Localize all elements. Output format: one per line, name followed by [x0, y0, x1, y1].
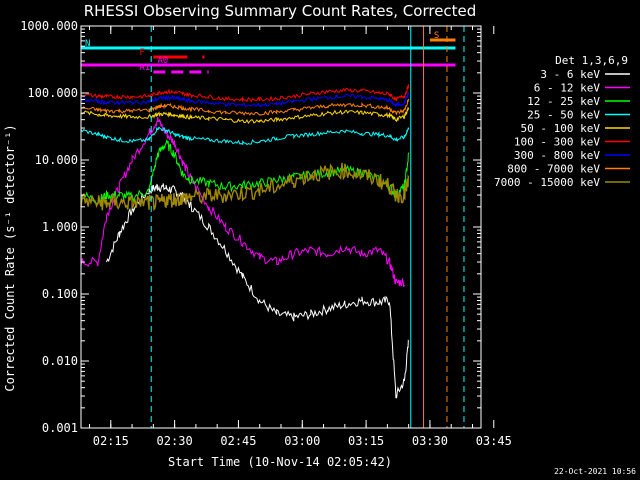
y-tick-label: 100.000: [27, 86, 78, 100]
flag-label-3: S: [434, 31, 439, 41]
flag-label-1: F: [139, 48, 144, 58]
y-tick-label: 0.001: [42, 421, 78, 435]
x-tick-label: 03:15: [348, 434, 384, 448]
legend-label: 300 - 800 keV: [514, 149, 600, 162]
legend-title: Det 1,3,6,9: [555, 54, 628, 67]
series-line-7: [80, 92, 410, 108]
series-line-5: [80, 106, 410, 124]
flag-bars: N F S A0 A1: [81, 31, 456, 74]
legend-label: 50 - 100 keV: [521, 122, 601, 135]
y-tick-label: 1000.000: [20, 19, 78, 33]
series-line-6: [80, 84, 410, 103]
series-line-2: [80, 116, 405, 288]
x-axis-label: Start Time (10-Nov-14 02:05:42): [168, 455, 392, 469]
x-tick-label: 02:30: [157, 434, 193, 448]
series-line-4: [80, 126, 410, 146]
legend-label: 6 - 12 keV: [534, 82, 601, 95]
timestamp: 22-Oct-2021 10:56: [554, 467, 636, 476]
flag-label-5: A1: [139, 63, 150, 73]
legend-label: 100 - 300 keV: [514, 136, 600, 149]
legend-label: 800 - 7000 keV: [507, 163, 600, 176]
series-line-1: [106, 183, 410, 399]
legend-label: 7000 - 15000 keV: [494, 176, 600, 189]
vertical-markers: [150, 26, 465, 428]
series-line-8: [81, 98, 410, 117]
x-tick-label: 03:45: [476, 434, 512, 448]
y-axis-label: Corrected Count Rate (s⁻¹ detector⁻¹): [3, 124, 17, 391]
flag-label-0: N: [85, 39, 90, 49]
legend-label: 3 - 6 keV: [540, 68, 600, 81]
x-tick-label: 03:00: [284, 434, 320, 448]
x-tick-label: 03:30: [412, 434, 448, 448]
y-tick-label: 0.010: [42, 354, 78, 368]
chart-title: RHESSI Observing Summary Count Rates, Co…: [84, 2, 477, 20]
legend-label: 25 - 50 keV: [527, 109, 600, 122]
flag-label-4: A0: [157, 56, 168, 66]
y-tick-label: 1.000: [42, 220, 78, 234]
series-lines: [80, 84, 410, 399]
x-tick-label: 02:45: [220, 434, 256, 448]
legend-label: 12 - 25 keV: [527, 95, 600, 108]
y-tick-label: 10.000: [35, 153, 78, 167]
x-tick-label: 02:15: [93, 434, 129, 448]
series-line-9: [80, 162, 410, 212]
axes: 1000.000 100.000 10.000 1.000 0.100 0.010 0.00…: [20, 19, 512, 448]
y-tick-label: 0.100: [42, 287, 78, 301]
